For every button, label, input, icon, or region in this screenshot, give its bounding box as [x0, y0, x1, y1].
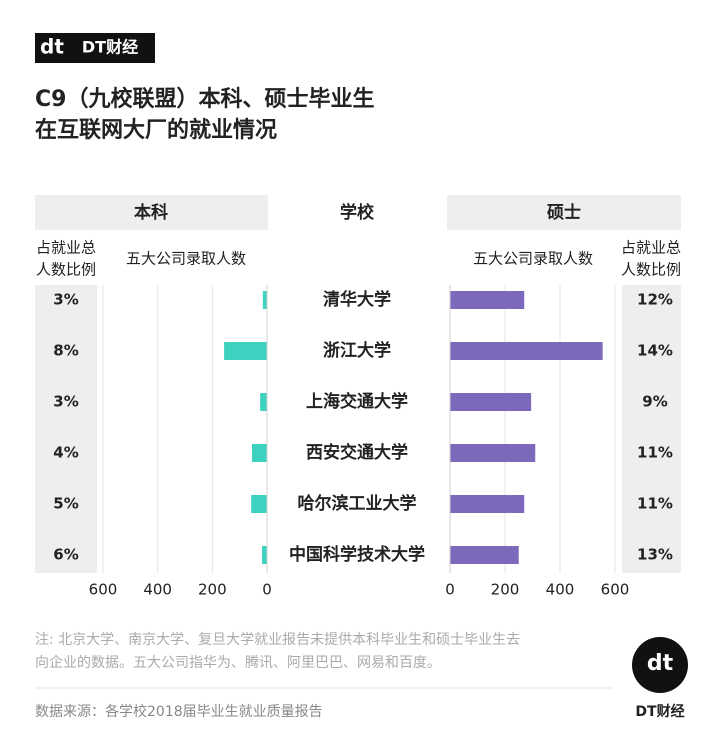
share-column-label: 占就业总 — [36, 239, 96, 257]
panel-header: 硕士 — [547, 202, 581, 223]
x-tick-label: 400 — [143, 581, 172, 599]
category-label: 上海交通大学 — [306, 391, 408, 412]
note: 注: 北京大学、南京大学、复旦大学就业报告未提供本科毕业生和硕士毕业生去 — [35, 631, 520, 648]
bar-column-label: 五大公司录取人数 — [126, 250, 246, 268]
share-label: 11% — [637, 495, 673, 513]
share-column-label: 人数比例 — [621, 261, 681, 279]
bar — [450, 546, 519, 564]
share-label: 12% — [637, 291, 673, 309]
share-column-label: 占就业总 — [621, 239, 681, 257]
header-band — [447, 195, 681, 230]
bar — [450, 342, 603, 360]
bar — [262, 291, 267, 309]
x-tick-label: 200 — [491, 581, 520, 599]
bar — [251, 444, 267, 462]
share-label: 13% — [637, 546, 673, 564]
note: 向企业的数据。五大公司指华为、腾讯、阿里巴巴、网易和百度。 — [35, 654, 441, 671]
share-label: 5% — [53, 495, 78, 513]
x-tick-label: 200 — [198, 581, 227, 599]
logo-circle — [632, 637, 688, 693]
logo-mark: dt — [647, 651, 674, 676]
x-tick-label: 0 — [262, 581, 272, 599]
category-label: 西安交通大学 — [306, 442, 408, 463]
category-label: 浙江大学 — [323, 340, 391, 361]
logo-box — [35, 33, 155, 63]
category-label: 中国科学技术大学 — [289, 544, 425, 565]
chart-title: C9（九校联盟）本科、硕士毕业生 — [35, 86, 374, 112]
category-label: 哈尔滨工业大学 — [298, 493, 417, 514]
category-label: 清华大学 — [323, 289, 391, 310]
brand: DT财经 — [82, 38, 138, 57]
category-header: 学校 — [340, 202, 375, 223]
chart-title: 在互联网大厂的就业情况 — [35, 117, 277, 143]
brand: DT财经 — [635, 703, 684, 720]
panel-header: 本科 — [134, 202, 168, 223]
bar — [262, 546, 267, 564]
x-tick-label: 0 — [445, 581, 455, 599]
bar-column-label: 五大公司录取人数 — [473, 250, 593, 268]
bar — [260, 393, 267, 411]
bar — [251, 495, 267, 513]
share-column-label: 人数比例 — [36, 261, 96, 279]
bar — [450, 495, 525, 513]
share-label: 14% — [637, 342, 673, 360]
x-tick-label: 400 — [546, 581, 575, 599]
source: 数据来源：各学校2018届毕业生就业质量报告 — [35, 703, 323, 720]
share-column — [622, 285, 681, 573]
header-band — [35, 195, 268, 230]
share-label: 3% — [53, 291, 78, 309]
share-column — [35, 285, 97, 573]
share-label: 11% — [637, 444, 673, 462]
share-label: 4% — [53, 444, 78, 462]
share-label: 9% — [642, 393, 667, 411]
bar — [450, 393, 532, 411]
x-tick-label: 600 — [89, 581, 118, 599]
share-label: 6% — [53, 546, 78, 564]
bar — [224, 342, 267, 360]
x-tick-label: 600 — [601, 581, 630, 599]
share-label: 3% — [53, 393, 78, 411]
bar — [450, 291, 525, 309]
logo-mark: dt — [40, 35, 64, 59]
bar — [450, 444, 536, 462]
share-label: 8% — [53, 342, 78, 360]
